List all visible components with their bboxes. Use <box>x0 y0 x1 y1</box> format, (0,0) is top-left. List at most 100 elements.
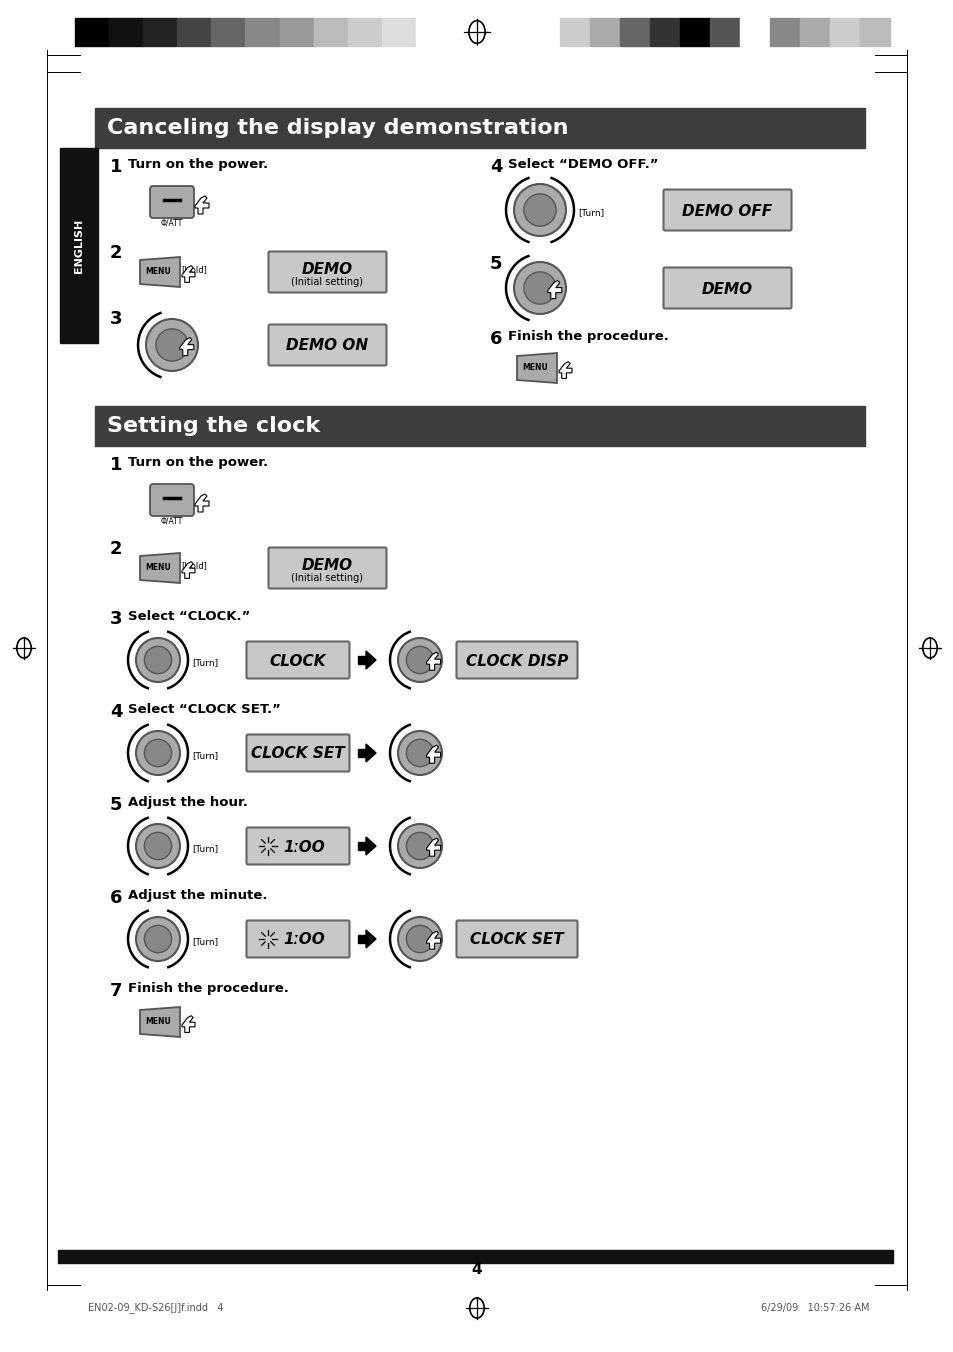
Circle shape <box>144 833 172 860</box>
Text: Turn on the power.: Turn on the power. <box>128 158 268 170</box>
Polygon shape <box>140 553 180 583</box>
Text: 1: 1 <box>110 456 122 475</box>
FancyBboxPatch shape <box>150 187 193 218</box>
Circle shape <box>406 925 434 953</box>
Circle shape <box>397 823 441 868</box>
Bar <box>589 18 619 46</box>
Polygon shape <box>558 362 572 379</box>
Bar <box>800 18 829 46</box>
Text: CLOCK SET: CLOCK SET <box>251 746 344 761</box>
Text: Select “CLOCK.”: Select “CLOCK.” <box>128 610 250 623</box>
Bar <box>357 842 368 850</box>
Polygon shape <box>366 744 375 763</box>
Text: CLOCK: CLOCK <box>270 653 326 668</box>
FancyBboxPatch shape <box>268 251 386 292</box>
Polygon shape <box>426 932 440 949</box>
Circle shape <box>136 823 180 868</box>
Bar <box>559 18 589 46</box>
Circle shape <box>523 272 556 304</box>
Circle shape <box>397 917 441 961</box>
Text: 7: 7 <box>110 982 122 1000</box>
Text: [Turn]: [Turn] <box>192 845 218 853</box>
Text: 3: 3 <box>110 610 122 627</box>
Polygon shape <box>366 837 375 854</box>
Bar <box>740 18 769 46</box>
Text: Adjust the minute.: Adjust the minute. <box>128 890 267 902</box>
Text: 4: 4 <box>471 1263 482 1278</box>
Text: Finish the procedure.: Finish the procedure. <box>507 330 668 343</box>
Text: MENU: MENU <box>145 1018 171 1026</box>
Text: CLOCK SET: CLOCK SET <box>470 933 563 948</box>
Bar <box>60 147 98 343</box>
Bar <box>109 18 143 46</box>
Text: (Initial setting): (Initial setting) <box>292 573 363 583</box>
Bar <box>381 18 416 46</box>
Text: DEMO: DEMO <box>301 557 353 572</box>
Text: Setting the clock: Setting the clock <box>107 416 320 435</box>
Text: (Initial setting): (Initial setting) <box>292 277 363 287</box>
Text: MENU: MENU <box>145 564 171 572</box>
Text: 1ːOO: 1ːOO <box>283 840 325 854</box>
Bar <box>58 1251 892 1263</box>
Circle shape <box>397 638 441 681</box>
Text: MENU: MENU <box>145 268 171 277</box>
Circle shape <box>406 833 434 860</box>
Circle shape <box>397 731 441 775</box>
Circle shape <box>136 731 180 775</box>
FancyBboxPatch shape <box>662 268 791 308</box>
Text: 6: 6 <box>490 330 502 347</box>
Polygon shape <box>426 745 440 763</box>
Bar <box>357 936 368 942</box>
Polygon shape <box>194 493 209 512</box>
Text: 1: 1 <box>110 158 122 176</box>
Circle shape <box>144 646 172 673</box>
Bar <box>859 18 889 46</box>
Text: Select “CLOCK SET.”: Select “CLOCK SET.” <box>128 703 280 717</box>
Text: 6: 6 <box>110 890 122 907</box>
Circle shape <box>144 740 172 767</box>
Text: Canceling the display demonstration: Canceling the display demonstration <box>107 118 568 138</box>
Text: 3: 3 <box>110 310 122 329</box>
Text: [Turn]: [Turn] <box>192 937 218 946</box>
Text: 2: 2 <box>110 539 122 558</box>
Text: Finish the procedure.: Finish the procedure. <box>128 982 289 995</box>
Bar <box>649 18 679 46</box>
Text: [Hold]: [Hold] <box>181 561 207 571</box>
Text: ENGLISH: ENGLISH <box>74 219 84 273</box>
FancyBboxPatch shape <box>150 484 193 516</box>
Text: Φ/ATT: Φ/ATT <box>161 516 183 526</box>
Circle shape <box>514 262 565 314</box>
Polygon shape <box>182 561 194 579</box>
Circle shape <box>146 319 198 370</box>
Bar <box>769 18 800 46</box>
Bar <box>245 18 279 46</box>
Bar <box>75 18 109 46</box>
Polygon shape <box>366 652 375 669</box>
Bar <box>357 749 368 757</box>
Bar <box>212 18 245 46</box>
Polygon shape <box>194 196 209 214</box>
Circle shape <box>136 638 180 681</box>
Text: 4: 4 <box>110 703 122 721</box>
Text: CLOCK DISP: CLOCK DISP <box>465 653 568 668</box>
FancyBboxPatch shape <box>246 641 349 679</box>
Bar <box>829 18 859 46</box>
Bar <box>177 18 212 46</box>
Bar <box>95 108 864 147</box>
Text: 2: 2 <box>110 243 122 262</box>
Bar <box>279 18 314 46</box>
FancyBboxPatch shape <box>456 641 577 679</box>
Circle shape <box>144 925 172 953</box>
FancyBboxPatch shape <box>268 548 386 588</box>
Polygon shape <box>517 353 557 383</box>
Text: Φ/ATT: Φ/ATT <box>161 219 183 228</box>
Bar <box>357 656 368 664</box>
Text: Turn on the power.: Turn on the power. <box>128 456 268 469</box>
Text: 4: 4 <box>490 158 502 176</box>
Text: 6/29/09   10:57:26 AM: 6/29/09 10:57:26 AM <box>760 1303 869 1313</box>
Polygon shape <box>547 281 561 299</box>
Polygon shape <box>426 838 440 856</box>
Polygon shape <box>140 1007 180 1037</box>
Bar <box>95 406 864 446</box>
Polygon shape <box>182 266 194 283</box>
